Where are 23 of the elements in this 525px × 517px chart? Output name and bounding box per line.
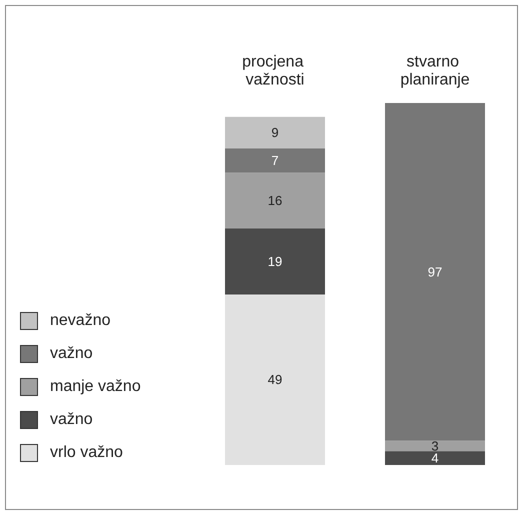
bar <box>385 451 485 465</box>
data-label: 4 <box>431 450 439 466</box>
bar <box>225 228 325 294</box>
data-label: 9 <box>271 125 279 140</box>
legend-label: manje važno <box>50 378 141 396</box>
data-label: 49 <box>268 372 282 388</box>
bar <box>385 440 485 452</box>
bar <box>225 116 325 148</box>
legend-label: vrlo važno <box>50 444 123 462</box>
legend-label: važno <box>50 411 93 429</box>
x-tick-label: stvarno planiranje <box>400 54 470 88</box>
bar <box>225 148 325 173</box>
bar <box>225 294 325 465</box>
data-label: 97 <box>428 264 442 280</box>
legend-label: nevažno <box>50 312 110 330</box>
data-label: 7 <box>271 152 279 168</box>
bar <box>385 103 485 441</box>
data-label: 19 <box>268 254 282 269</box>
x-tick-label: procjena važnosti <box>242 54 308 88</box>
bar <box>225 172 325 228</box>
legend-label: važno <box>50 345 93 363</box>
data-label: 3 <box>431 438 439 454</box>
data-label: 16 <box>268 192 282 208</box>
